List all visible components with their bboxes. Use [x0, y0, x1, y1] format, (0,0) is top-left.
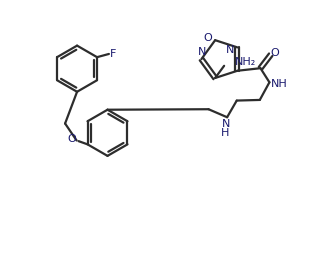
Text: O: O	[271, 48, 280, 58]
Text: O: O	[68, 134, 76, 144]
Text: O: O	[204, 33, 213, 43]
Text: H: H	[221, 128, 230, 138]
Text: N: N	[198, 47, 206, 57]
Text: NH₂: NH₂	[235, 57, 257, 67]
Text: F: F	[110, 49, 116, 59]
Text: NH: NH	[271, 79, 287, 89]
Text: N: N	[226, 45, 235, 55]
Text: N: N	[222, 119, 231, 129]
